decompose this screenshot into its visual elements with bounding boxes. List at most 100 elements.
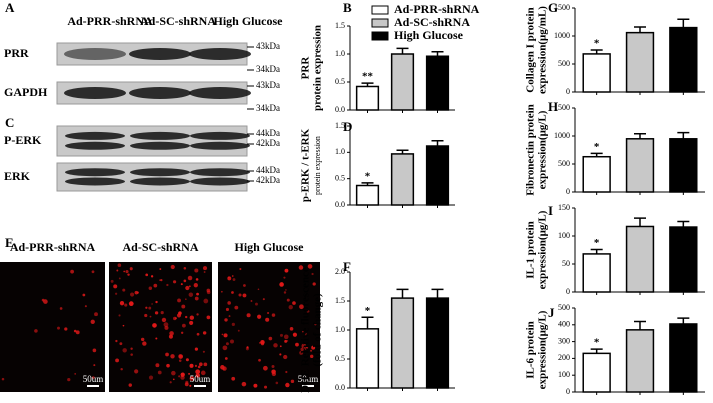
cell-dot <box>177 298 181 303</box>
bar <box>669 138 698 193</box>
cell-dot <box>229 339 234 344</box>
error-bar <box>590 152 603 157</box>
cell-dot <box>184 382 189 387</box>
cell-dot <box>125 270 129 274</box>
cell-dot <box>224 357 228 360</box>
cell-dot <box>149 315 152 318</box>
legend-swatch <box>371 18 389 28</box>
blot-band <box>65 141 125 150</box>
cell-dot <box>279 345 282 348</box>
blot-column-label: Ad-PRR-shRNA <box>67 14 153 28</box>
cell-dot <box>152 323 157 328</box>
cell-dot <box>246 346 249 349</box>
cell-dot <box>166 363 170 368</box>
cell-dot <box>306 309 310 313</box>
cell-dot <box>198 362 203 367</box>
bar <box>625 31 655 93</box>
cell-dot <box>145 273 149 277</box>
cell-dot <box>169 381 172 384</box>
cell-dot <box>279 282 284 287</box>
cell-dot <box>304 333 308 336</box>
error-bar <box>396 47 409 54</box>
cell-dot <box>122 288 126 292</box>
image-label: Ad-SC-shRNA <box>122 240 198 254</box>
error-bar <box>590 348 603 354</box>
y-axis-label: IL-6 protein <box>525 321 537 379</box>
y-tick-label: 0.0 <box>335 200 345 209</box>
cell-dot <box>298 265 304 270</box>
cell-dot <box>124 303 128 307</box>
error-bar <box>431 139 444 147</box>
cell-dot <box>155 300 158 304</box>
blot-band <box>130 177 190 186</box>
legend-label: High Glucose <box>394 28 464 42</box>
cell-dot <box>116 269 119 272</box>
cell-dot <box>90 319 95 324</box>
cell-dot <box>196 292 199 296</box>
cell-dot <box>265 317 270 322</box>
y-tick-label: 1.5 <box>335 296 345 305</box>
cell-dot <box>232 278 236 281</box>
bar <box>625 329 655 393</box>
blot-band <box>65 168 125 177</box>
error-bar <box>634 320 646 330</box>
y-axis-label: expression(μg/L) <box>537 310 549 389</box>
panel-letter: E <box>5 235 14 250</box>
cell-dot <box>183 266 187 270</box>
cell-dot <box>231 322 235 326</box>
error-bar <box>361 82 374 87</box>
cell-dot <box>178 311 182 315</box>
cell-dot <box>130 292 135 297</box>
cell-dot <box>113 284 118 289</box>
cell-dot <box>195 278 199 281</box>
blot-row-label: PRR <box>4 46 29 60</box>
cell-dot <box>203 298 209 304</box>
cell-dot <box>284 339 288 343</box>
cell-dot <box>115 358 119 363</box>
cell-dot <box>91 270 95 274</box>
cell-dot <box>271 369 276 374</box>
cell-dot <box>283 334 289 340</box>
error-bar <box>396 149 409 154</box>
cell-dot <box>264 385 268 389</box>
cell-dot <box>64 327 68 331</box>
cell-dot <box>193 283 198 288</box>
kda-marker: 44kDa <box>256 165 280 175</box>
cell-dot <box>206 288 211 293</box>
cell-dot <box>122 348 127 353</box>
cell-dot <box>160 279 163 282</box>
cell-dot <box>148 306 152 310</box>
cell-dot <box>310 354 314 359</box>
bar <box>625 138 655 193</box>
cell-dot <box>197 365 201 369</box>
error-bar <box>634 26 646 33</box>
bar <box>355 328 380 389</box>
cell-dot <box>189 363 194 368</box>
cell-dot <box>160 310 164 315</box>
cell-dot <box>239 267 242 271</box>
cell-dot <box>271 365 275 369</box>
bar <box>669 26 698 93</box>
cell-dot <box>312 282 316 286</box>
cell-dot <box>157 370 162 375</box>
cell-dot <box>180 331 184 334</box>
cell-dot <box>311 272 314 276</box>
cell-dot <box>267 311 270 315</box>
y-tick-label: 100 <box>558 370 570 379</box>
blot-band <box>130 168 190 177</box>
cell-dot <box>188 372 191 375</box>
cell-dot <box>288 305 293 310</box>
cell-dot <box>178 359 182 362</box>
cell-dot <box>117 263 122 267</box>
cell-dot <box>221 290 223 293</box>
cell-dot <box>228 315 231 318</box>
cell-dot <box>314 322 317 326</box>
cell-dot <box>241 381 247 387</box>
y-axis-label: Collagen I protein <box>525 7 537 92</box>
cell-dot <box>289 327 294 331</box>
cell-dot <box>257 314 262 319</box>
panel-letter: J <box>548 305 555 320</box>
cell-dot <box>75 330 80 335</box>
cell-dot <box>155 363 160 368</box>
cell-dot <box>189 376 195 381</box>
